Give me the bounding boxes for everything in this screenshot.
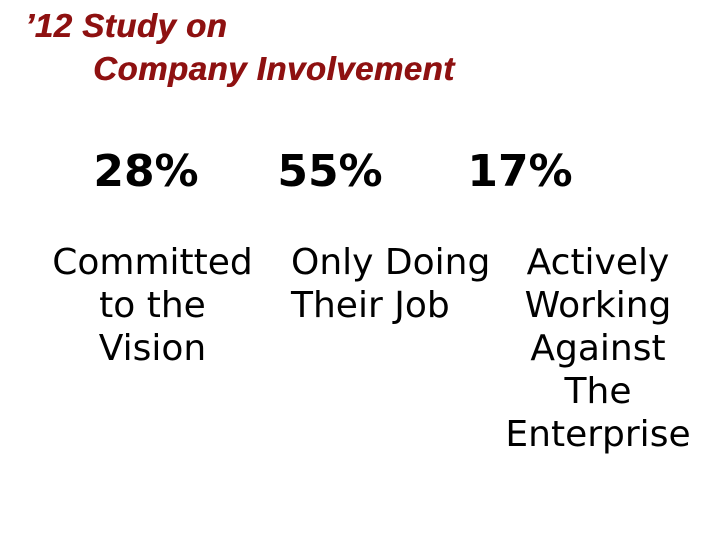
slide-title: ’12 Study on Company Involvement <box>25 4 455 90</box>
stat-percent-working-against: 17% <box>467 146 573 197</box>
stat-percent-committed: 28% <box>93 146 199 197</box>
slide-title-line-2: Company Involvement <box>93 50 455 87</box>
stat-label-committed: Committed to the Vision <box>52 242 253 369</box>
stat-label-working-against: Actively Working Against The Enterprise <box>505 242 691 455</box>
stat-percent-only-doing-job: 55% <box>277 146 383 197</box>
slide-title-line-1: ’12 Study on <box>25 7 228 44</box>
stat-label-only-doing-job: Only Doing Their Job <box>291 242 491 326</box>
